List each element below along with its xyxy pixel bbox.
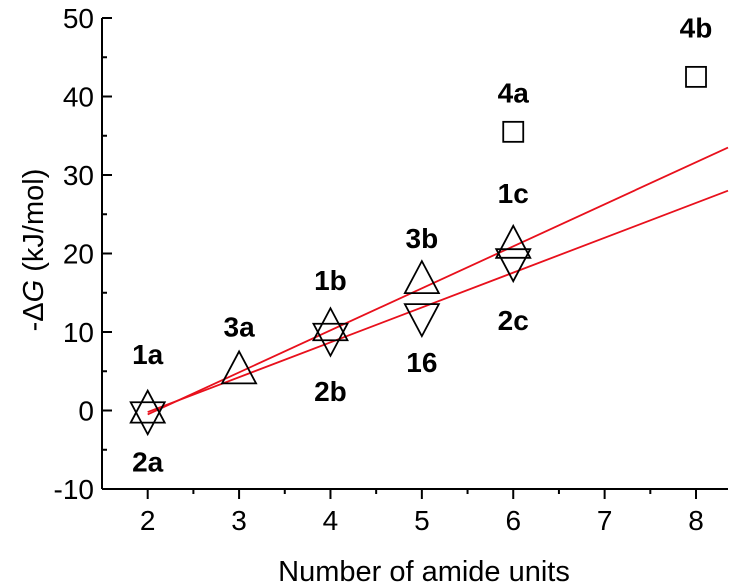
triangle-down-marker: [403, 303, 441, 339]
y-tick-label: 30: [63, 160, 94, 191]
point-label: 1b: [314, 265, 347, 296]
x-tick-label: 5: [414, 505, 430, 536]
x-axis-title: Number of amide units: [278, 556, 570, 588]
triangle-down-marker: [494, 248, 532, 284]
axes: -10 0 10 20 30 40 50 2 3 4 5 6 7 8: [54, 3, 728, 536]
triangle-up-marker: [403, 259, 441, 295]
x-tick-label: 2: [140, 505, 156, 536]
x-tick-label: 4: [323, 505, 339, 536]
y-tick-label: -10: [54, 474, 94, 505]
square-marker: [502, 120, 525, 143]
y-axis-title-suffix: (kJ/mol): [18, 169, 50, 280]
y-axis-title: -ΔG (kJ/mol): [18, 169, 50, 332]
y-tick-label: 20: [63, 239, 94, 270]
point-label: 1a: [132, 339, 164, 370]
point-label: 2b: [314, 376, 347, 407]
point-labels: 1a 2a 3a 1b 2b 3b 16 1c 2c 4a 4b: [132, 12, 712, 477]
data-markers: [129, 65, 707, 437]
fit-line: [147, 189, 729, 413]
triangle-down-marker: [129, 401, 167, 437]
point-label: 3a: [224, 312, 256, 343]
triangle-up-marker: [220, 349, 258, 385]
x-tick-label: 3: [231, 505, 247, 536]
fit-lines: [147, 146, 729, 416]
x-tick-label: 8: [688, 505, 704, 536]
square-marker: [685, 65, 707, 88]
y-tick-label: 10: [63, 317, 94, 348]
fit-line: [147, 146, 729, 416]
point-label: 3b: [406, 223, 439, 254]
point-label: 4a: [498, 78, 530, 109]
point-label: 4b: [680, 12, 713, 43]
point-label: 1c: [498, 178, 529, 209]
point-label: 2a: [132, 447, 164, 478]
triangle-up-marker: [494, 223, 532, 259]
y-axis-title-variable: G: [18, 280, 50, 303]
x-tick-label: 6: [505, 505, 521, 536]
point-label: 2c: [498, 305, 529, 336]
x-tick-label: 7: [597, 505, 613, 536]
y-tick-label: 0: [78, 396, 94, 427]
y-tick-label: 40: [63, 82, 94, 113]
triangle-down-marker: [311, 322, 349, 358]
y-axis-title-prefix: -Δ: [18, 302, 50, 331]
y-tick-label: 50: [63, 3, 94, 34]
point-label: 16: [406, 347, 437, 378]
triangle-up-marker: [129, 388, 167, 424]
